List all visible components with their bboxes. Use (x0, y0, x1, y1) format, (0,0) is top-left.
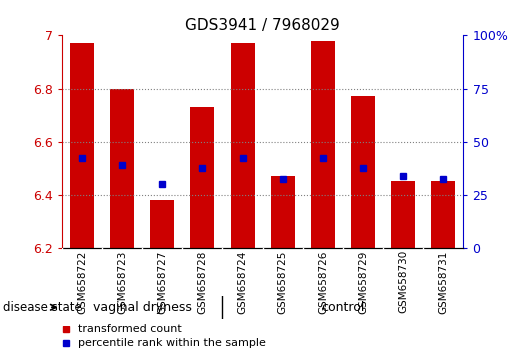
Text: GSM658728: GSM658728 (197, 250, 208, 314)
Text: GSM658725: GSM658725 (278, 250, 288, 314)
Text: transformed count: transformed count (78, 324, 182, 335)
Bar (110, 88, 134, 248)
Text: disease state: disease state (3, 301, 81, 314)
Text: GSM658724: GSM658724 (237, 250, 248, 314)
Text: GSM658726: GSM658726 (318, 250, 328, 314)
Bar (271, 176, 295, 248)
Text: GSM658730: GSM658730 (398, 250, 408, 313)
Text: GSM658727: GSM658727 (157, 250, 167, 314)
Text: vaginal dryness: vaginal dryness (93, 301, 192, 314)
Bar (432, 181, 455, 248)
Bar (231, 44, 254, 248)
Bar (391, 181, 415, 248)
Text: GSM658722: GSM658722 (77, 250, 87, 314)
Text: control: control (321, 301, 365, 314)
Text: GSM658729: GSM658729 (358, 250, 368, 314)
Bar (70, 44, 94, 248)
Title: GDS3941 / 7968029: GDS3941 / 7968029 (185, 18, 340, 33)
Text: percentile rank within the sample: percentile rank within the sample (78, 338, 266, 348)
Bar (150, 200, 174, 248)
Bar (311, 41, 335, 248)
Text: GSM658723: GSM658723 (117, 250, 127, 314)
Bar (191, 107, 214, 248)
Text: GSM658731: GSM658731 (438, 250, 449, 314)
Bar (351, 97, 375, 248)
